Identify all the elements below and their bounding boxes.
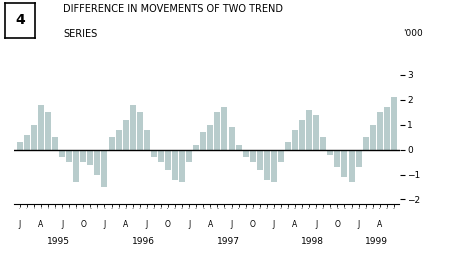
Bar (334, 150, 340, 167)
Bar (80, 150, 86, 162)
Bar (200, 132, 206, 150)
Bar (257, 150, 263, 170)
Bar (116, 130, 122, 150)
Bar (384, 107, 390, 150)
Bar (264, 150, 270, 179)
Bar (52, 137, 58, 150)
Bar (228, 127, 235, 150)
Text: DIFFERENCE IN MOVEMENTS OF TWO TREND: DIFFERENCE IN MOVEMENTS OF TWO TREND (63, 4, 283, 14)
Text: 1995: 1995 (47, 237, 70, 246)
Bar (24, 135, 30, 150)
Bar (356, 150, 361, 167)
Bar (278, 150, 284, 162)
Text: 1999: 1999 (365, 237, 388, 246)
Text: 4: 4 (15, 13, 25, 27)
Bar (123, 120, 129, 150)
Bar (137, 112, 143, 150)
Bar (271, 150, 277, 182)
Bar (172, 150, 178, 179)
Bar (341, 150, 347, 177)
Bar (102, 150, 108, 187)
Text: '000: '000 (403, 29, 423, 38)
Text: J: J (103, 220, 106, 229)
Bar (17, 142, 23, 150)
Text: J: J (315, 220, 317, 229)
Text: A: A (292, 220, 298, 229)
Bar (313, 115, 319, 150)
Bar (377, 112, 383, 150)
Bar (31, 125, 37, 150)
Text: 1997: 1997 (217, 237, 240, 246)
Bar (292, 130, 298, 150)
Bar (285, 142, 291, 150)
Bar (370, 125, 376, 150)
Text: J: J (230, 220, 233, 229)
Bar (66, 150, 72, 162)
Bar (214, 112, 220, 150)
Bar (235, 145, 242, 150)
Text: 1998: 1998 (301, 237, 324, 246)
Bar (348, 150, 354, 182)
Bar (391, 97, 397, 150)
Text: A: A (377, 220, 383, 229)
Bar (363, 137, 368, 150)
Bar (193, 145, 199, 150)
Bar (109, 137, 115, 150)
Bar (73, 150, 79, 182)
Text: O: O (80, 220, 86, 229)
Text: O: O (335, 220, 340, 229)
Bar (87, 150, 94, 165)
Text: O: O (250, 220, 256, 229)
Bar (207, 125, 213, 150)
Bar (144, 130, 150, 150)
Bar (186, 150, 192, 162)
Text: J: J (19, 220, 21, 229)
Bar (94, 150, 101, 174)
Bar (130, 105, 136, 150)
Bar (320, 137, 326, 150)
Text: SERIES: SERIES (63, 29, 98, 39)
Text: J: J (358, 220, 360, 229)
Text: A: A (208, 220, 213, 229)
Text: J: J (188, 220, 190, 229)
Text: J: J (273, 220, 275, 229)
Text: J: J (146, 220, 148, 229)
Bar (179, 150, 185, 182)
Bar (38, 105, 44, 150)
Text: A: A (38, 220, 44, 229)
Text: J: J (61, 220, 63, 229)
Bar (327, 150, 333, 155)
Bar (221, 107, 227, 150)
Bar (158, 150, 164, 162)
Text: 1996: 1996 (132, 237, 155, 246)
Text: O: O (165, 220, 171, 229)
Bar (151, 150, 157, 157)
Bar (165, 150, 171, 170)
Text: A: A (123, 220, 128, 229)
Bar (250, 150, 256, 162)
Bar (59, 150, 65, 157)
Bar (243, 150, 249, 157)
Bar (299, 120, 305, 150)
Bar (306, 110, 312, 150)
Bar (45, 112, 51, 150)
